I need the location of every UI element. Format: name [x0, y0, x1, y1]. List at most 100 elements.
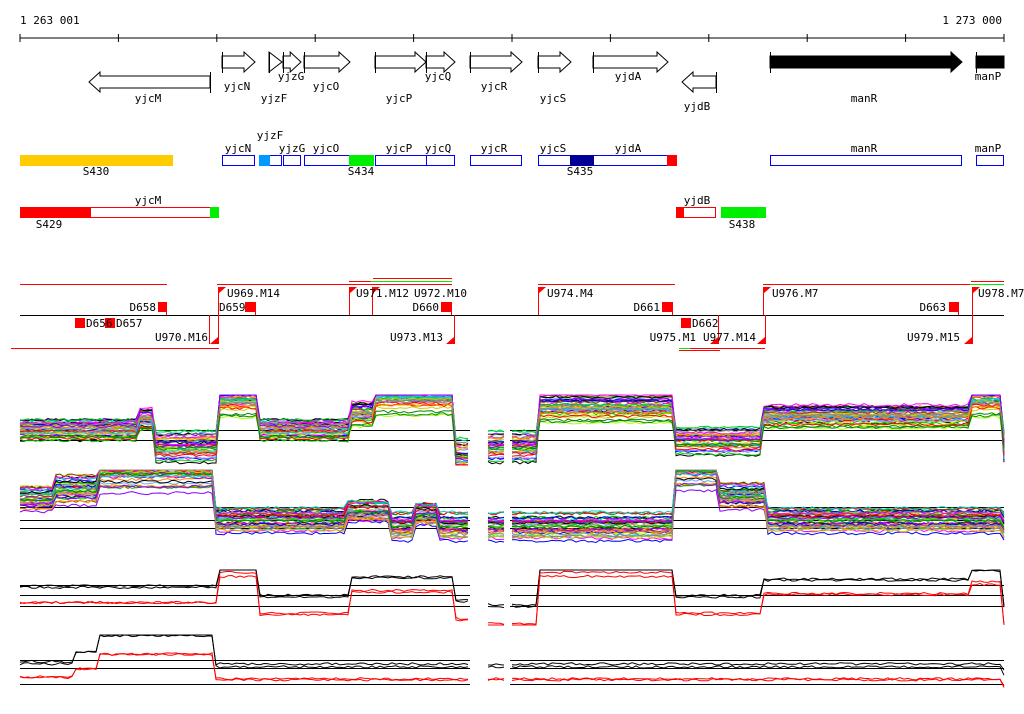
- expression-profile-line: [19, 394, 1005, 461]
- operon-label: yjcM: [135, 194, 162, 207]
- segment-S430[interactable]: [20, 155, 173, 166]
- gene-label[interactable]: yjcR: [481, 80, 508, 93]
- upshift-label[interactable]: U974.M4: [547, 287, 594, 300]
- operon-label: yjcO: [313, 142, 340, 155]
- gene-label[interactable]: yjcM: [135, 92, 162, 105]
- downshift-marker: [681, 318, 691, 328]
- gene-arrow-yjdA[interactable]: [592, 50, 669, 74]
- downshift-marker: [949, 302, 959, 312]
- segment-label: S434: [348, 165, 375, 178]
- ruler-ticks: [19, 34, 1005, 42]
- gene-label[interactable]: yjdB: [684, 100, 711, 113]
- expression-profile-line: [19, 652, 1005, 687]
- segment-label: S438: [729, 218, 756, 231]
- upshift-label[interactable]: U969.M14: [227, 287, 280, 300]
- gene-box-yjcS-yjdA[interactable]: [538, 155, 669, 166]
- downshift-label[interactable]: D662: [692, 317, 719, 330]
- upshift-flag: [446, 337, 454, 344]
- expression-profile-line: [19, 400, 1005, 444]
- segment-track-minus: S429 yjcM S438 yjdB: [20, 194, 766, 231]
- segment-red-mark[interactable]: [667, 155, 677, 166]
- gene-label[interactable]: yjzG: [278, 70, 305, 83]
- gene-label[interactable]: manR: [851, 92, 878, 105]
- gene-box-yjdB[interactable]: [683, 207, 716, 218]
- segment-yjzF-mark[interactable]: [259, 155, 270, 166]
- gene-box-yjcO[interactable]: [304, 155, 350, 166]
- segment-S434[interactable]: [349, 155, 374, 166]
- expression-panel-1: [19, 394, 1005, 466]
- upshift-flag: [763, 287, 771, 294]
- gene-box-yjcP[interactable]: [375, 155, 427, 166]
- upshift-label[interactable]: U970.M16: [155, 331, 208, 344]
- downshift-label[interactable]: D656: [86, 317, 113, 330]
- gene-arrow-yjcS[interactable]: [537, 50, 572, 74]
- gene-arrow-yjcO[interactable]: [303, 50, 351, 74]
- gene-box-yjzG[interactable]: [283, 155, 301, 166]
- segment-green-mark[interactable]: [210, 207, 219, 218]
- upshift-label[interactable]: U972.M10: [414, 287, 467, 300]
- gene-box-manR[interactable]: [770, 155, 962, 166]
- segment-label: S429: [36, 218, 63, 231]
- gene-arrow-yjdB[interactable]: [681, 70, 717, 94]
- upshift-label[interactable]: U979.M15: [907, 331, 960, 344]
- operon-label: yjcN: [225, 142, 252, 155]
- expression-profile-line: [19, 634, 1005, 671]
- downshift-label[interactable]: D659: [219, 301, 246, 314]
- upshift-flag: [218, 287, 226, 294]
- gene-box-manP[interactable]: [976, 155, 1004, 166]
- upshift-flag: [372, 287, 380, 294]
- upshift-label[interactable]: U978.M7: [978, 287, 1024, 300]
- gene-label[interactable]: yjcO: [313, 80, 340, 93]
- downshift-label[interactable]: D658: [130, 301, 157, 314]
- gene-arrow-yjcP[interactable]: [374, 50, 427, 74]
- gene-arrow-manP[interactable]: [975, 55, 1005, 69]
- segment-red-mark[interactable]: [676, 207, 683, 218]
- ruler-start-label: 1 263 001: [20, 14, 80, 27]
- transcript-lines-green: [371, 281, 1004, 349]
- segment-label: S430: [83, 165, 110, 178]
- gene-arrow-manR[interactable]: [769, 50, 963, 74]
- gene-arrow-yjcQ[interactable]: [425, 50, 456, 74]
- gene-box-yjcN[interactable]: [222, 155, 255, 166]
- gene-box-yjcQ[interactable]: [426, 155, 455, 166]
- upshift-label[interactable]: U977.M14: [703, 331, 756, 344]
- downshift-label[interactable]: D661: [634, 301, 661, 314]
- upshift-flag: [210, 337, 218, 344]
- expression-profile-line: [19, 574, 1005, 625]
- segment-S438[interactable]: [721, 207, 766, 218]
- upshift-label[interactable]: U971.M12: [356, 287, 409, 300]
- gene-label[interactable]: yjcN: [224, 80, 251, 93]
- downshift-label[interactable]: D657: [116, 317, 143, 330]
- downshift-label[interactable]: D660: [413, 301, 440, 314]
- segment-S429[interactable]: [20, 207, 90, 218]
- gene-arrow-yjcR[interactable]: [469, 50, 523, 74]
- gene-arrow-yjcM[interactable]: [88, 70, 211, 94]
- segment-S435[interactable]: [570, 155, 594, 166]
- operon-label: yjzF: [257, 129, 284, 142]
- expression-profile-line: [19, 482, 1005, 524]
- gene-label[interactable]: yjcQ: [425, 70, 452, 83]
- downshift-marker: [158, 302, 167, 312]
- gene-label[interactable]: yjcP: [386, 92, 413, 105]
- gene-box-yjcM[interactable]: [90, 207, 211, 218]
- gene-label[interactable]: manP: [975, 70, 1002, 83]
- upshift-flag: [964, 337, 972, 344]
- gene-label[interactable]: yjcS: [540, 92, 567, 105]
- gene-arrow-yjcN[interactable]: [221, 50, 256, 74]
- expression-profile-line: [19, 402, 1005, 447]
- operon-label: yjcP: [386, 142, 413, 155]
- downshift-label[interactable]: D663: [920, 301, 947, 314]
- expression-panel-3: [19, 569, 1005, 626]
- upshift-label[interactable]: U973.M13: [390, 331, 443, 344]
- expression-panel-4: [19, 634, 1005, 688]
- downshift-marker: [75, 318, 85, 328]
- operon-label: yjzG: [279, 142, 306, 155]
- gene-box-yjcR[interactable]: [470, 155, 522, 166]
- gene-label[interactable]: yjzF: [261, 92, 288, 105]
- upshift-label[interactable]: U976.M7: [772, 287, 818, 300]
- gene-arrow-yjzG[interactable]: [282, 50, 302, 74]
- expression-panels: [19, 394, 1005, 688]
- gene-arrow-yjzF[interactable]: [268, 50, 283, 74]
- upshift-label[interactable]: U975.M1: [650, 331, 696, 344]
- gene-label[interactable]: yjdA: [615, 70, 642, 83]
